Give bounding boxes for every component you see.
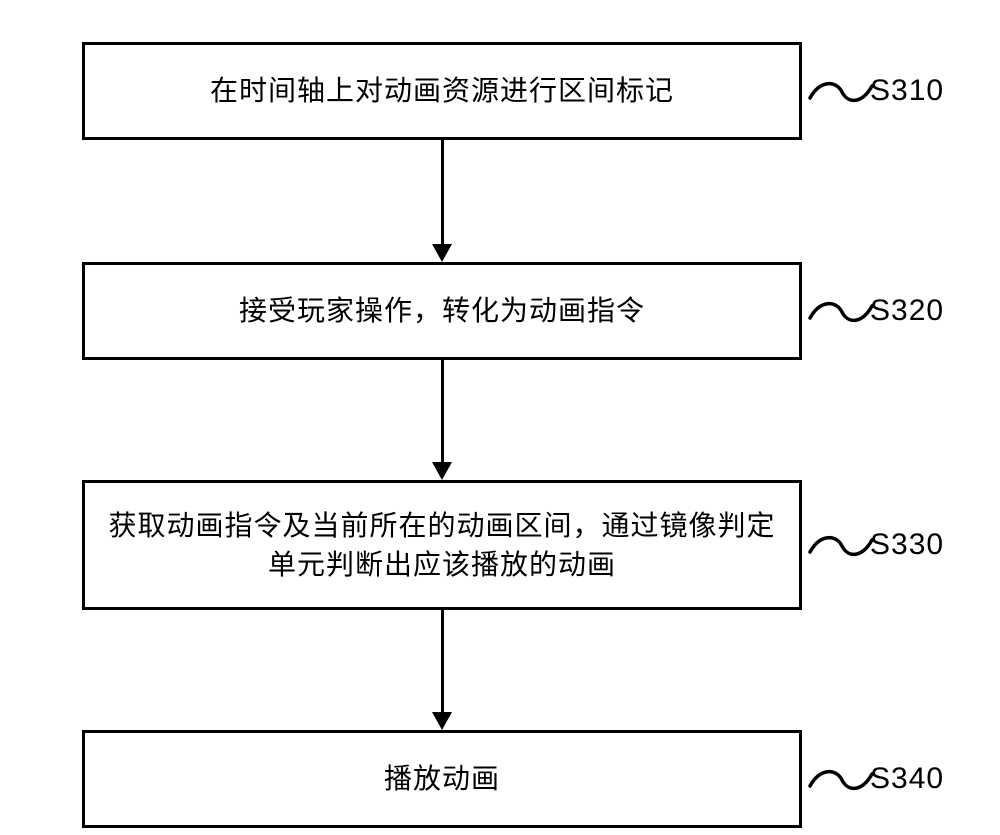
flow-arrow-line xyxy=(441,610,444,712)
flow-step-s310: 在时间轴上对动画资源进行区间标记 xyxy=(82,42,802,140)
flow-step-text: 播放动画 xyxy=(364,759,520,798)
step-label-s310: S310 xyxy=(870,74,944,108)
step-label-s320: S320 xyxy=(870,294,944,328)
step-label-s330: S330 xyxy=(870,528,944,562)
step-label-s340: S340 xyxy=(870,762,944,796)
flowchart-canvas: 在时间轴上对动画资源进行区间标记 S310 接受玩家操作，转化为动画指令 S320 获取… xyxy=(0,0,1000,835)
tilde-connector xyxy=(808,762,874,796)
flow-arrow-line xyxy=(441,140,444,244)
flow-step-text: 在时间轴上对动画资源进行区间标记 xyxy=(190,71,694,110)
flow-step-s330: 获取动画指令及当前所在的动画区间，通过镜像判定单元判断出应该播放的动画 xyxy=(82,480,802,610)
flow-arrow-head xyxy=(432,462,452,480)
flow-step-s320: 接受玩家操作，转化为动画指令 xyxy=(82,262,802,360)
flow-step-text: 接受玩家操作，转化为动画指令 xyxy=(219,291,665,330)
tilde-connector xyxy=(808,528,874,562)
tilde-connector xyxy=(808,74,874,108)
flow-step-s340: 播放动画 xyxy=(82,730,802,828)
flow-arrow-head xyxy=(432,244,452,262)
tilde-connector xyxy=(808,294,874,328)
flow-arrow-head xyxy=(432,712,452,730)
flow-arrow-line xyxy=(441,360,444,462)
flow-step-text: 获取动画指令及当前所在的动画区间，通过镜像判定单元判断出应该播放的动画 xyxy=(85,506,799,584)
